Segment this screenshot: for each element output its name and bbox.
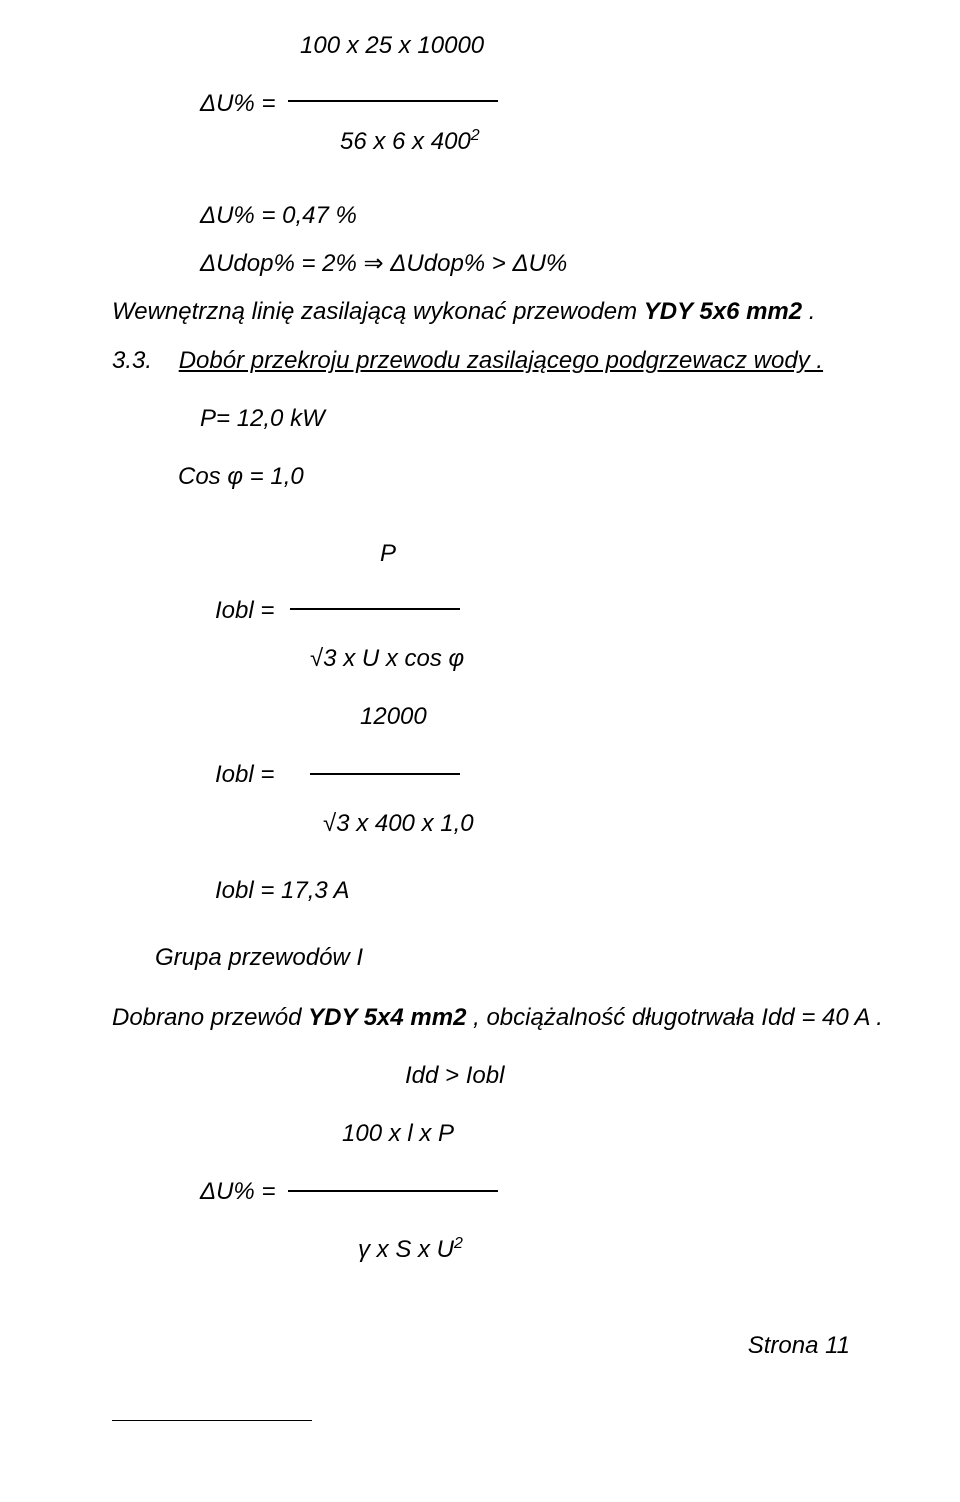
deltaU-eq: ΔU% = — [200, 88, 275, 119]
idd-iobl: Idd > Iobl — [405, 1060, 504, 1091]
iobl-frac-num: P — [380, 538, 396, 569]
p-value: P= 12,0 kW — [200, 403, 325, 434]
sent-b: YDY 5x6 mm2 — [644, 298, 802, 325]
dob-c: , obciążalność długotrwała Idd = 40 A . — [466, 1004, 882, 1031]
heading-33: 3.3. Dobór przekroju przewodu zasilające… — [112, 345, 823, 376]
heading-num: 3.3. — [112, 347, 152, 374]
sent-d: . — [802, 298, 815, 325]
deltaU-eq2: ΔU% = — [200, 1176, 275, 1207]
sent-a: Wewnętrzną linię zasilającą wykonać prze… — [112, 298, 644, 325]
cond-left: ΔUdop% = 2% — [200, 250, 364, 277]
dobrano-row: Dobrano przewód YDY 5x4 mm2 , obciążalno… — [112, 1002, 892, 1033]
condition-row: ΔUdop% = 2% ⇒ ΔUdop% > ΔU% — [200, 248, 567, 279]
page-footer: Strona 11 — [748, 1330, 850, 1361]
heading-text: Dobór przekroju przewodu zasilającego po… — [179, 347, 823, 374]
iobl-den2: √3 x 400 x 1,0 — [323, 808, 474, 839]
iobl-bar1 — [290, 608, 460, 610]
sent-b1: YDY 5x6 mm — [644, 298, 789, 325]
frac2-den-exp: 2 — [454, 1235, 463, 1252]
footnote-rule — [112, 1420, 312, 1421]
frac1-den-exp: 2 — [471, 127, 480, 144]
dob-a: Dobrano przewód — [112, 1004, 308, 1031]
cond-right: ΔUdop% > ΔU% — [384, 250, 568, 277]
frac2-num: 100 x l x P — [342, 1118, 454, 1149]
frac2-den-base: γ x S x U — [358, 1236, 454, 1263]
cond-arrow: ⇒ — [364, 250, 384, 277]
frac2-den: γ x S x U2 — [358, 1234, 463, 1265]
iobl-frac2-num: 12000 — [360, 701, 427, 732]
cosphi: Cos φ = 1,0 — [178, 461, 304, 492]
sentence-ydy56: Wewnętrzną linię zasilającą wykonać prze… — [112, 296, 872, 327]
frac2-bar — [288, 1190, 498, 1192]
frac1-den-base: 56 x 6 x 400 — [340, 128, 471, 155]
frac1-num: 100 x 25 x 10000 — [300, 30, 484, 61]
iobl-result: Iobl = 17,3 A — [215, 875, 350, 906]
frac1-bar — [288, 100, 498, 102]
iobl-eq1: Iobl = — [215, 595, 274, 626]
dob-b: YDY 5x4 mm2 — [308, 1004, 466, 1031]
iobl-bar2 — [310, 773, 460, 775]
iobl-den1: √3 x U x cos φ — [310, 643, 464, 674]
deltaU-result: ΔU% = 0,47 % — [200, 200, 357, 231]
grupa: Grupa przewodów I — [155, 942, 363, 973]
frac1-den: 56 x 6 x 4002 — [340, 126, 480, 157]
document-page: 100 x 25 x 10000 ΔU% = 56 x 6 x 4002 ΔU%… — [0, 0, 960, 1502]
iobl-eq2: Iobl = — [215, 759, 274, 790]
sent-b2: 2 — [789, 298, 802, 325]
